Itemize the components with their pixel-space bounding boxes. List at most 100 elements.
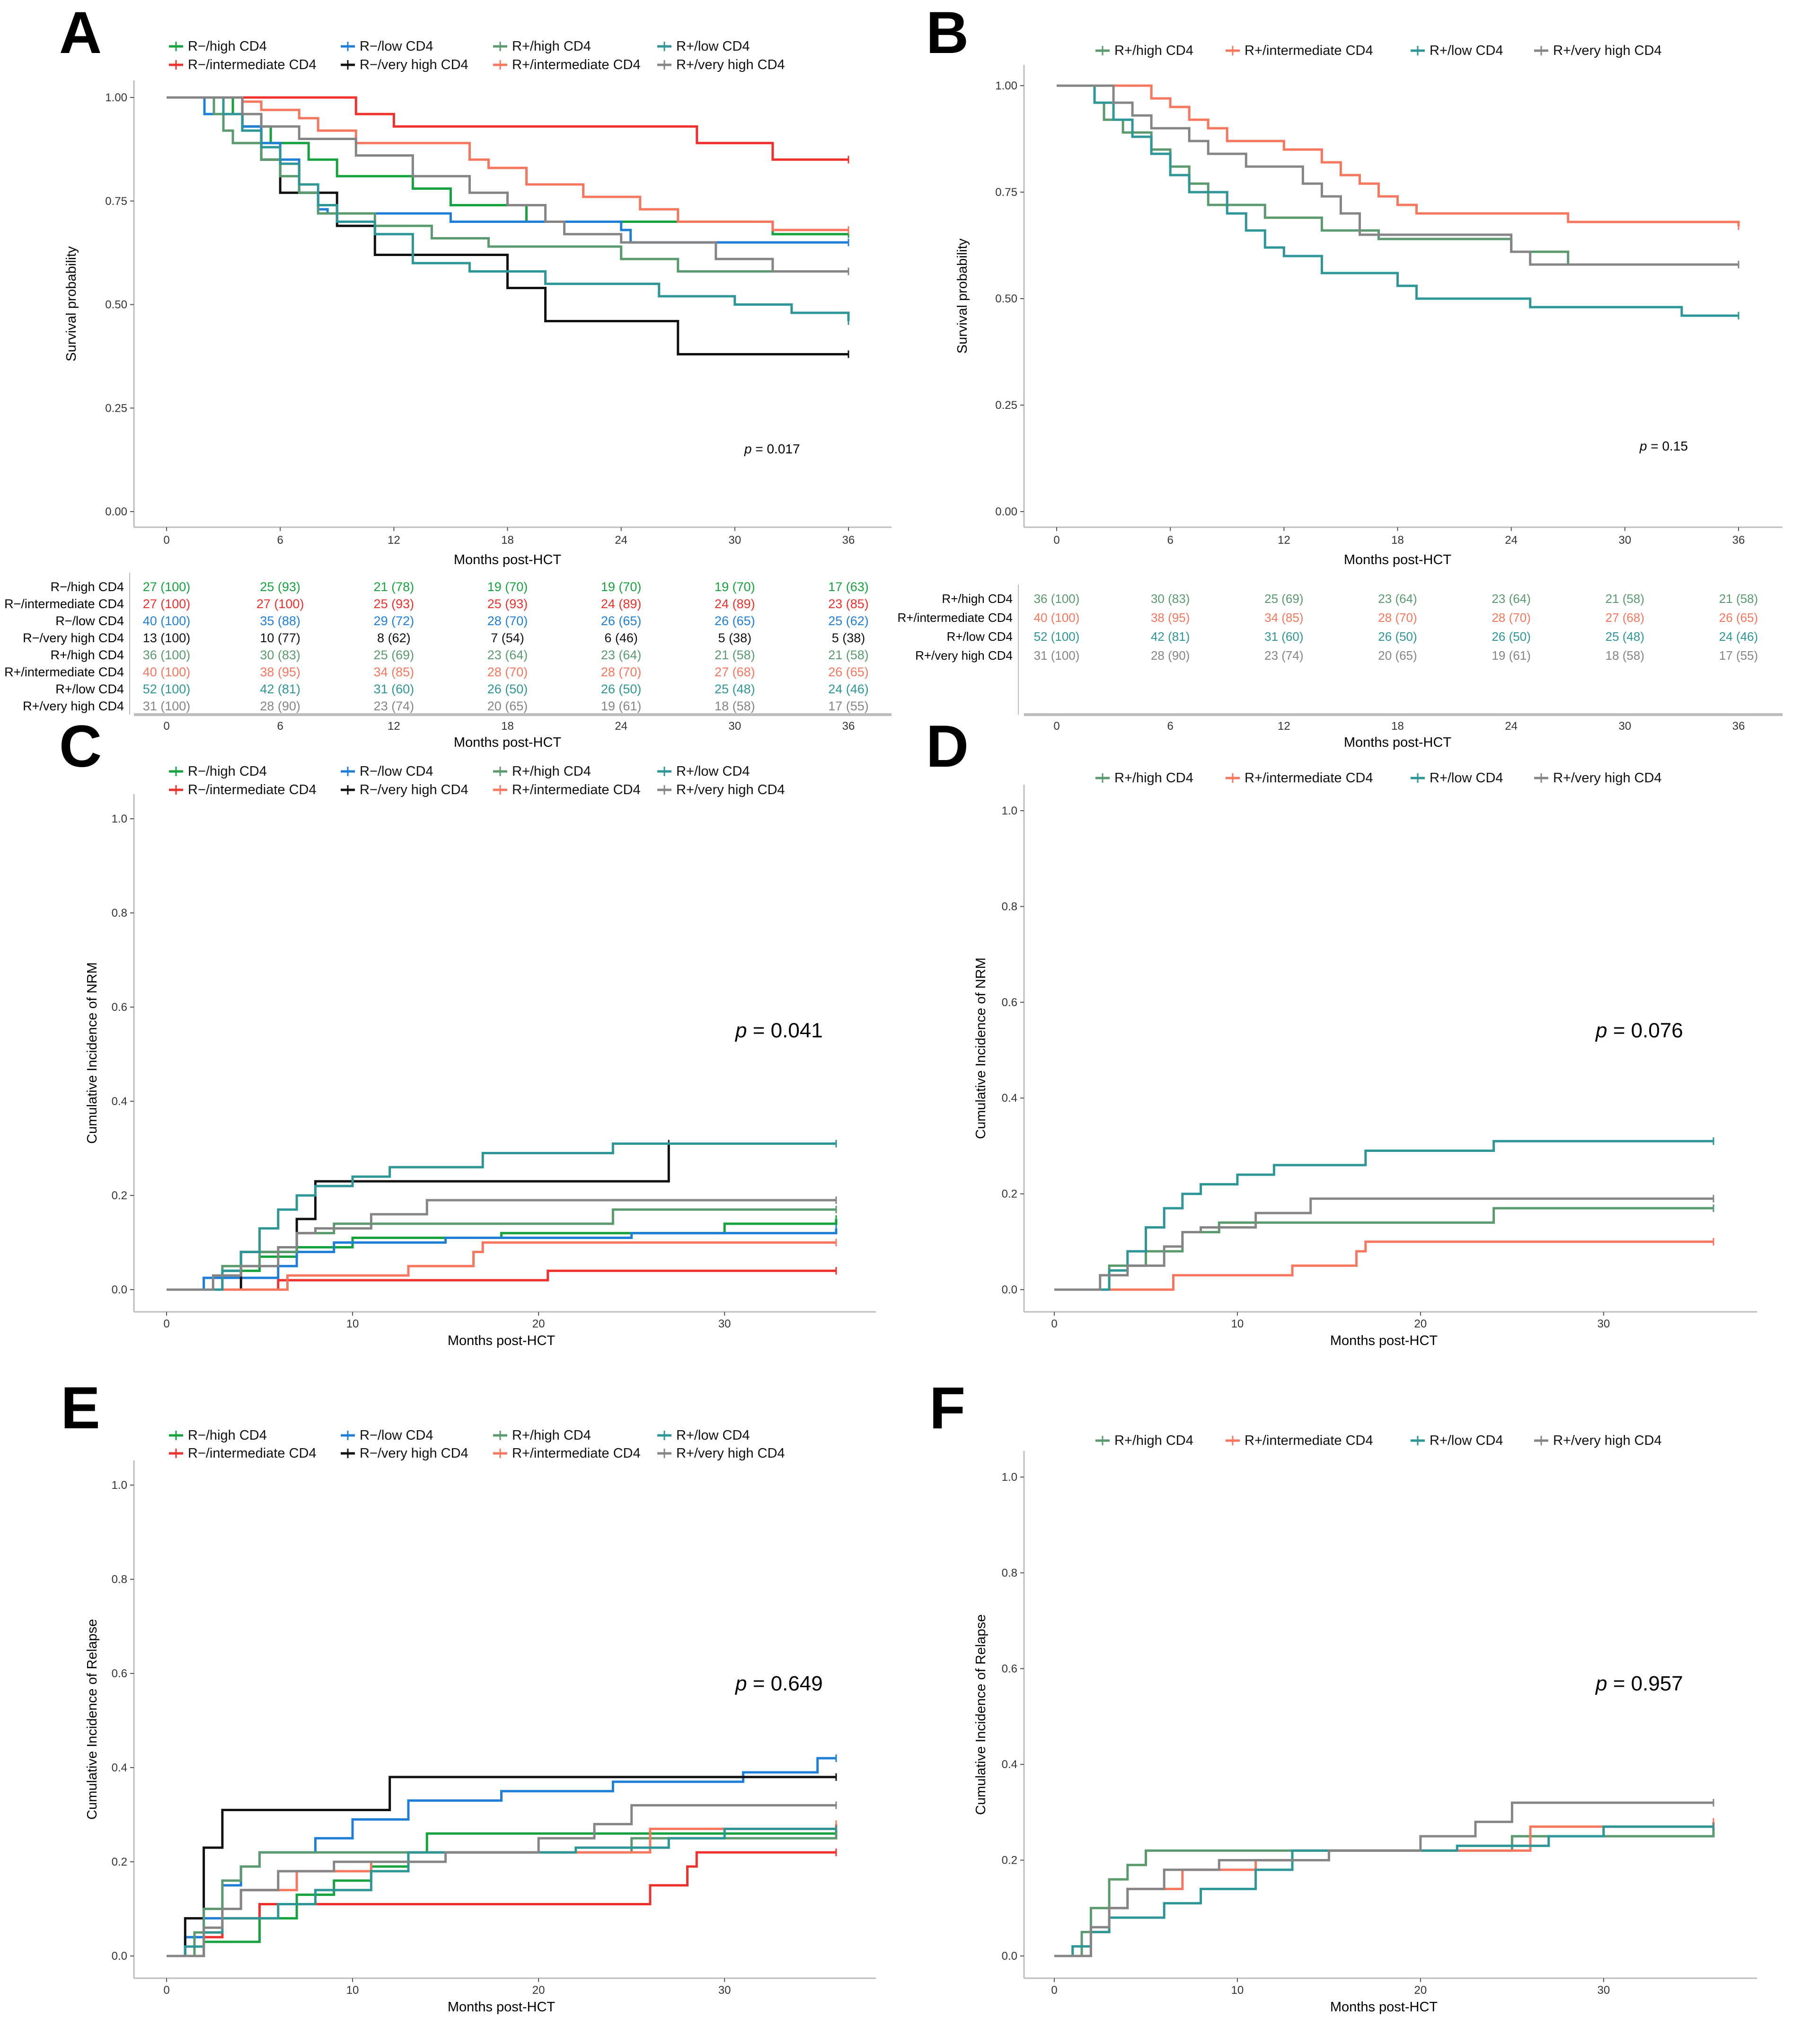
legend-item: R+/intermediate CD4 bbox=[1226, 43, 1373, 58]
y-tick-label: 0.4 bbox=[1002, 1758, 1017, 1771]
risk-table-cell: 28 (90) bbox=[260, 699, 300, 713]
risk-table-cell: 23 (85) bbox=[828, 597, 869, 611]
series-line-r-very-high-cd4 bbox=[1054, 1197, 1713, 1291]
p-value-symbol: p bbox=[734, 1019, 747, 1042]
series-line-r-low-cd4 bbox=[1054, 1140, 1713, 1291]
risk-table-cell: 24 (46) bbox=[828, 682, 869, 696]
legend-item: R+/intermediate CD4 bbox=[1226, 770, 1373, 786]
legend-item: R−/very high CD4 bbox=[341, 57, 468, 72]
y-tick-label: 0.2 bbox=[112, 1856, 127, 1868]
y-tick-label: 0.8 bbox=[1002, 900, 1017, 913]
legend-label: R+/intermediate CD4 bbox=[1245, 770, 1373, 786]
x-tick-label: 0 bbox=[163, 534, 169, 547]
x-tick-label: 20 bbox=[1414, 1318, 1427, 1330]
risk-table-x-tick-label: 36 bbox=[842, 720, 855, 733]
p-value: p = 0.017 bbox=[744, 442, 800, 456]
y-tick-label: 1.0 bbox=[112, 813, 127, 825]
risk-table-cell: 26 (65) bbox=[715, 614, 755, 628]
risk-table-cell: 23 (64) bbox=[1378, 592, 1417, 606]
legend-item: R+/high CD4 bbox=[1095, 1433, 1193, 1448]
risk-table-cell: 27 (100) bbox=[143, 597, 191, 611]
risk-table-cell: 28 (70) bbox=[487, 614, 528, 628]
risk-table-cell: 17 (63) bbox=[828, 580, 869, 594]
risk-table-cell: 26 (50) bbox=[601, 682, 642, 696]
y-tick-label: 0.00 bbox=[105, 505, 127, 518]
y-tick-label: 0.0 bbox=[1002, 1950, 1017, 1963]
panel-letter: E bbox=[61, 1375, 100, 1441]
legend-label: R+/low CD4 bbox=[1430, 1433, 1503, 1448]
p-value-symbol: p bbox=[1595, 1672, 1607, 1695]
y-tick-label: 0.4 bbox=[112, 1095, 127, 1108]
risk-table-cell: 42 (81) bbox=[1151, 629, 1190, 644]
risk-table-cell: 25 (93) bbox=[374, 597, 415, 611]
risk-table-cell: 31 (60) bbox=[374, 682, 415, 696]
risk-table-x-tick-label: 24 bbox=[1505, 720, 1518, 733]
series-line-r-very-high-cd4 bbox=[167, 1199, 836, 1291]
risk-table-cell: 25 (69) bbox=[374, 648, 415, 662]
legend-label: R+/intermediate CD4 bbox=[1245, 43, 1373, 58]
y-tick-label: 0.00 bbox=[995, 505, 1017, 518]
risk-table-cell: 27 (100) bbox=[143, 580, 191, 594]
x-tick-label: 10 bbox=[1231, 1318, 1244, 1330]
risk-table-cell: 21 (58) bbox=[1719, 592, 1758, 606]
risk-table-cell: 8 (62) bbox=[377, 631, 411, 645]
risk-table-cell: 28 (70) bbox=[1492, 611, 1530, 625]
y-tick-label: 0.75 bbox=[995, 186, 1017, 199]
series-line-r-low-cd4 bbox=[1054, 1825, 1713, 1957]
panel-letter: C bbox=[59, 714, 102, 779]
risk-table-cell: 28 (70) bbox=[487, 665, 528, 679]
legend-label: R+/low CD4 bbox=[676, 1428, 750, 1443]
p-value-symbol: p bbox=[744, 442, 752, 456]
legend-label: R+/very high CD4 bbox=[676, 782, 785, 797]
risk-table-cell: 21 (58) bbox=[828, 648, 869, 662]
legend-item: R+/high CD4 bbox=[1095, 770, 1193, 786]
series-line-r-intermediate-cd4 bbox=[167, 96, 848, 231]
legend-item: R+/very high CD4 bbox=[1534, 1433, 1662, 1448]
legend-label: R+/very high CD4 bbox=[1553, 1433, 1662, 1448]
panel-f: F 0 10 20 30 0.0 0.2 0.4 0.6 0.8 1.0 Months post-HC… bbox=[929, 1375, 1757, 2015]
x-tick-label: 30 bbox=[718, 1984, 731, 1997]
legend-item: R−/intermediate CD4 bbox=[169, 782, 317, 797]
legend-item: R−/low CD4 bbox=[341, 39, 433, 54]
legend-label: R−/intermediate CD4 bbox=[188, 782, 317, 797]
legend-label: R−/low CD4 bbox=[360, 39, 433, 54]
risk-table-cell: 21 (58) bbox=[1606, 592, 1644, 606]
y-axis-title: Cumulative Incidence of Relapse bbox=[973, 1614, 989, 1815]
risk-table-cell: 40 (100) bbox=[143, 614, 191, 628]
risk-table-cell: 38 (95) bbox=[1151, 611, 1190, 625]
risk-table-cell: 30 (83) bbox=[1151, 592, 1190, 606]
x-tick-label: 10 bbox=[1231, 1984, 1244, 1997]
risk-table-x-tick-label: 18 bbox=[501, 720, 514, 733]
risk-table-cell: 24 (89) bbox=[601, 597, 642, 611]
p-value-number: = 0.957 bbox=[1607, 1672, 1683, 1695]
p-value-number: = 0.649 bbox=[747, 1672, 822, 1695]
risk-table-cell: 6 (46) bbox=[604, 631, 638, 645]
y-axis-title: Cumulative Incidence of NRM bbox=[973, 957, 989, 1139]
legend-label: R+/high CD4 bbox=[1114, 1433, 1193, 1448]
p-value: p = 0.041 bbox=[734, 1019, 823, 1042]
y-tick-label: 0.6 bbox=[1002, 1663, 1017, 1675]
risk-table-x-tick-label: 12 bbox=[388, 720, 400, 733]
risk-table-cell: 34 (85) bbox=[374, 665, 415, 679]
series-line-r-high-cd4 bbox=[167, 96, 848, 236]
legend-label: R−/very high CD4 bbox=[360, 1446, 468, 1461]
risk-table-cell: 26 (50) bbox=[487, 682, 528, 696]
y-axis-title: Cumulative Incidence of Relapse bbox=[85, 1619, 100, 1820]
series-line-r-high-cd4 bbox=[1054, 1207, 1713, 1291]
risk-table-x-axis-title: Months post-HCT bbox=[1344, 735, 1452, 750]
legend-label: R−/intermediate CD4 bbox=[188, 57, 317, 72]
series-line-r-intermediate-cd4 bbox=[167, 1241, 836, 1291]
risk-table-cell: 35 (88) bbox=[260, 614, 300, 628]
risk-table-cell: 25 (93) bbox=[260, 580, 300, 594]
risk-table-cell: 30 (83) bbox=[260, 648, 300, 662]
legend-label: R+/very high CD4 bbox=[676, 57, 785, 72]
legend-label: R−/intermediate CD4 bbox=[188, 1446, 317, 1461]
y-tick-label: 0.50 bbox=[105, 299, 127, 311]
x-tick-label: 6 bbox=[1167, 534, 1173, 547]
risk-table-row-label: R+/very high CD4 bbox=[915, 648, 1013, 663]
x-axis-title: Months post-HCT bbox=[1330, 1333, 1438, 1348]
x-tick-label: 20 bbox=[532, 1984, 545, 1997]
p-value: p = 0.957 bbox=[1595, 1672, 1683, 1695]
y-axis-title: Survival probability bbox=[64, 246, 79, 362]
legend-item: R−/high CD4 bbox=[169, 764, 267, 779]
